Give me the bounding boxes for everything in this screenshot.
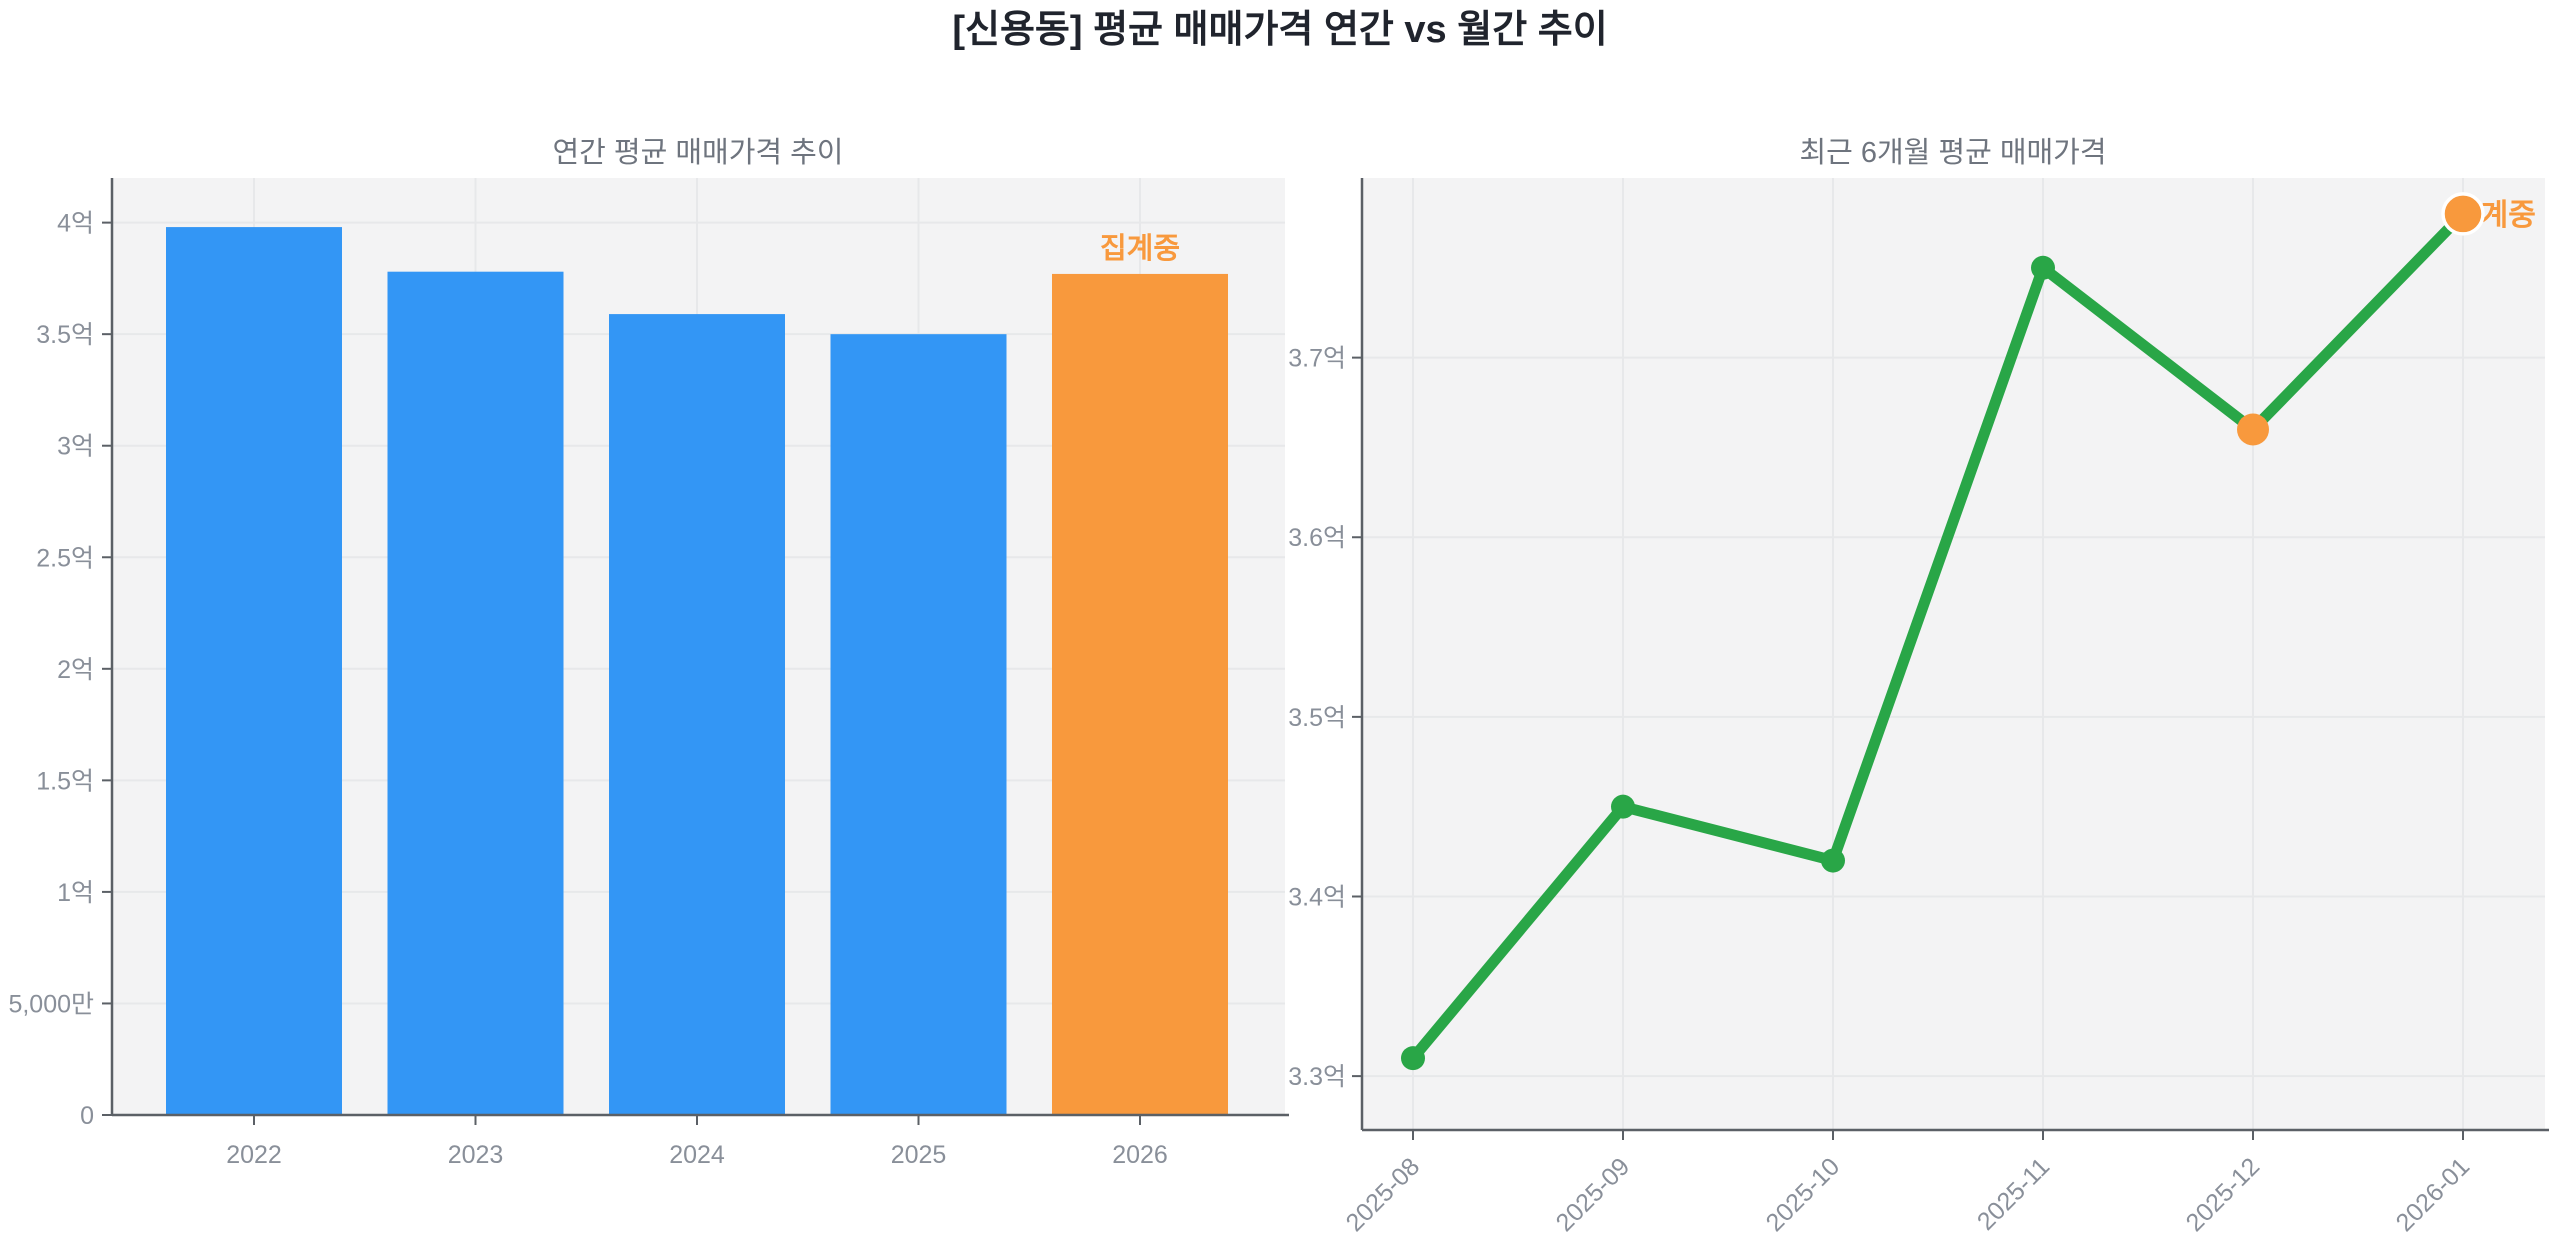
x-tick-label: 2025-10 (1761, 1152, 1846, 1234)
bar-2026 (1052, 273, 1228, 1116)
data-point-2026-01 (2441, 192, 2485, 236)
y-tick-label: 1.5억 (36, 767, 94, 795)
y-tick-label: 3.6억 (1288, 524, 1346, 552)
y-tick-label: 3.4억 (1288, 883, 1346, 911)
data-point-2025-10 (1821, 848, 1845, 873)
x-tick-label: 2022 (226, 1141, 282, 1169)
y-tick-label: 3.5억 (36, 321, 94, 349)
figure-title: [신용동] 평균 매매가격 연간 vs 월간 추이 (952, 9, 1607, 51)
x-tick-label: 2025 (891, 1141, 947, 1169)
bar-chart: 집계중 0 5,000만 1억 1.5억 2억 2.5억 3억 3.5억 4억 2022 2023 20… (8, 178, 1289, 1169)
y-tick-label: 3.7억 (1288, 345, 1346, 373)
x-tick-label: 2024 (669, 1141, 725, 1169)
data-point-2025-12 (2237, 413, 2269, 446)
y-tick-label: 3억 (57, 433, 94, 461)
y-tick-label: 5,000만 (8, 990, 94, 1018)
y-tick-label: 3.5억 (1288, 704, 1346, 732)
bar-2024 (609, 314, 785, 1115)
line-chart-title: 최근 6개월 평균 매매가격 (1799, 136, 2106, 169)
x-tick-label: 2023 (448, 1141, 504, 1169)
y-tick-label: 2.5억 (36, 544, 94, 572)
x-tick-label: 2025-09 (1551, 1152, 1636, 1234)
y-tick-label: 2억 (57, 656, 94, 684)
trend-line (1407, 208, 2469, 1064)
bar-chart-title: 연간 평균 매매가격 추이 (553, 137, 844, 169)
x-tick-label: 2026-01 (2391, 1152, 2476, 1234)
y-tick-label: 4억 (57, 210, 94, 238)
bar-2022 (166, 227, 342, 1116)
y-tick-label: 3.3억 (1288, 1063, 1346, 1091)
x-tick-label: 2025-11 (1972, 1152, 2055, 1234)
y-tick-label: 0 (80, 1102, 94, 1130)
y-tick-label: 1억 (57, 879, 94, 907)
x-tick-label: 2026 (1112, 1141, 1168, 1169)
bar-annotation: 집계중 (1100, 232, 1180, 265)
bar-2025 (830, 334, 1007, 1116)
x-tick-label: 2025-08 (1341, 1152, 1426, 1234)
data-point-2025-08 (1401, 1046, 1425, 1071)
plot-background (1362, 178, 2545, 1130)
bar-2023 (387, 271, 564, 1115)
data-point-2025-09 (1611, 794, 1635, 819)
x-tick-label: 2025-12 (2181, 1152, 2266, 1234)
data-point-2025-11 (2031, 255, 2055, 280)
